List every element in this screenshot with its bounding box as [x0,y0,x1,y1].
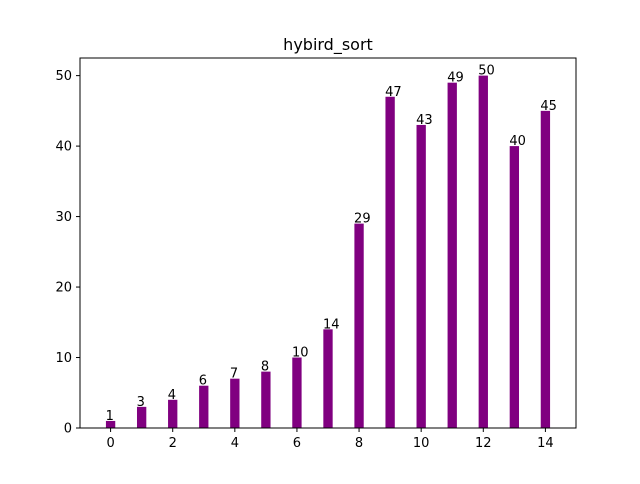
bar-6 [292,357,302,428]
data-label-7: 14 [323,317,340,332]
bar-3 [199,385,209,428]
x-tick-label-12: 12 [475,436,492,451]
bar-2 [168,399,178,428]
x-tick-label-8: 8 [355,436,363,451]
y-tick-label-50: 50 [55,69,72,84]
data-label-1: 3 [137,395,145,410]
bar-12 [478,75,488,429]
data-label-13: 40 [509,134,526,149]
bar-4 [230,378,240,428]
data-label-14: 45 [540,99,557,114]
bar-14 [540,110,551,429]
x-tick-label-10: 10 [413,436,430,451]
x-tick-label-6: 6 [293,436,301,451]
data-label-3: 6 [199,374,207,389]
data-label-12: 50 [478,64,495,79]
y-tick-label-40: 40 [55,140,72,155]
x-axis: 0 2 4 6 8 10 12 14 [106,428,554,451]
data-labels-layer: 1 3 4 6 7 8 10 14 29 47 43 49 50 40 45 [106,64,557,424]
x-tick-label-14: 14 [537,436,554,451]
y-tick-label-0: 0 [64,422,72,437]
data-label-5: 8 [261,360,269,375]
bar-7 [323,329,333,428]
data-label-6: 10 [292,346,309,361]
y-tick-label-30: 30 [55,210,72,225]
chart-title: hybird_sort [283,35,373,55]
y-tick-label-20: 20 [55,281,72,296]
data-label-8: 29 [354,212,371,227]
data-label-2: 4 [168,388,176,403]
x-tick-label-4: 4 [231,436,239,451]
y-axis: 0 10 20 30 40 50 [55,69,80,437]
bar-1 [136,406,147,428]
bar-11 [447,82,457,429]
data-label-11: 49 [447,71,464,86]
data-label-4: 7 [230,367,238,382]
data-label-0: 1 [106,409,114,424]
bar-13 [509,146,520,428]
bars-layer [105,75,551,429]
bar-10 [416,124,426,428]
x-tick-label-2: 2 [169,436,177,451]
x-tick-label-0: 0 [106,436,114,451]
y-tick-label-10: 10 [55,351,72,366]
bar-5 [261,371,271,428]
bar-0 [105,420,116,428]
bar-8 [354,223,364,428]
data-label-10: 43 [416,113,433,128]
bar-9 [385,96,395,428]
plot-frame [79,57,577,429]
data-label-9: 47 [385,85,402,100]
